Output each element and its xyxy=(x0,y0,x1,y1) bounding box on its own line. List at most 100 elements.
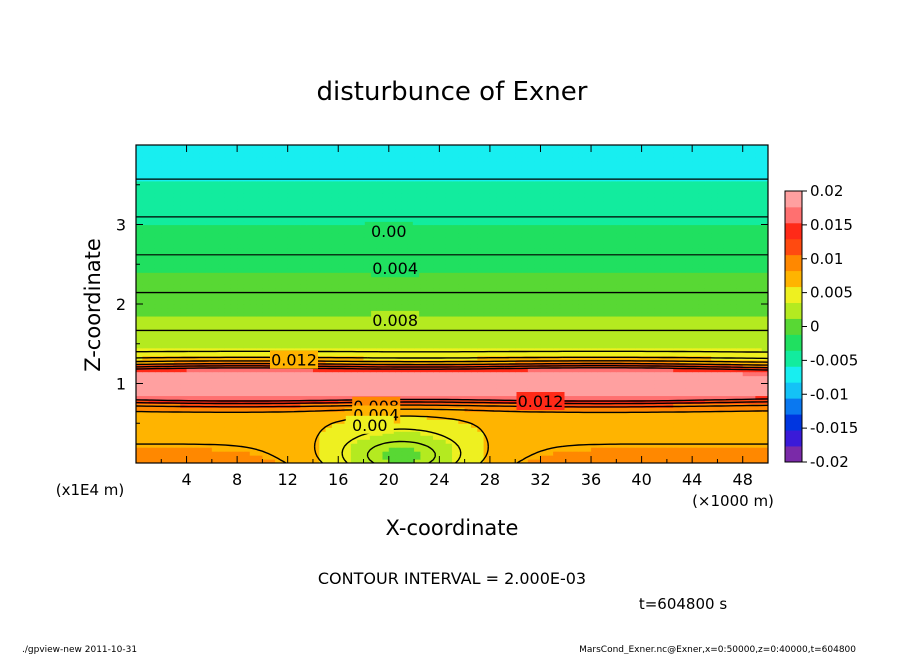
field-cell xyxy=(433,439,440,444)
field-cell xyxy=(534,268,542,273)
field-cell xyxy=(262,387,270,393)
field-cell xyxy=(319,455,327,460)
field-cell xyxy=(237,383,245,389)
field-cell xyxy=(325,447,333,452)
field-cell xyxy=(692,415,700,420)
field-cell xyxy=(559,351,567,357)
field-cell xyxy=(736,272,744,277)
field-cell xyxy=(445,307,453,313)
field-cell xyxy=(730,351,737,357)
field-cell xyxy=(281,439,289,444)
field-cell xyxy=(205,383,213,389)
field-cell xyxy=(458,323,466,329)
field-cell xyxy=(761,379,768,385)
field-cell xyxy=(565,383,573,389)
field-cell xyxy=(154,415,162,420)
field-cell xyxy=(205,387,213,393)
field-cell xyxy=(173,375,181,381)
field-cell xyxy=(477,264,485,269)
field-cell xyxy=(167,411,175,416)
field-cell xyxy=(730,455,737,460)
field-cell xyxy=(736,391,744,397)
field-cell xyxy=(603,431,611,436)
field-cell xyxy=(597,276,605,281)
field-cell xyxy=(388,351,396,357)
field-cell xyxy=(534,411,542,416)
field-cell xyxy=(300,264,308,269)
field-cell xyxy=(736,439,744,444)
field-cell xyxy=(717,423,725,428)
field-cell xyxy=(218,383,226,389)
field-cell xyxy=(180,395,188,401)
field-cell xyxy=(161,288,169,293)
field-cell xyxy=(268,292,276,297)
field-cell xyxy=(673,439,681,444)
field-cell xyxy=(452,451,459,456)
field-cell xyxy=(660,387,668,393)
field-cell xyxy=(211,315,219,321)
field-cell xyxy=(584,335,592,341)
field-cell xyxy=(395,276,403,281)
field-cell xyxy=(173,415,181,420)
field-cell xyxy=(521,276,529,281)
field-cell xyxy=(344,447,352,452)
field-cell xyxy=(338,459,346,463)
field-cell xyxy=(477,383,485,389)
field-cell xyxy=(224,379,232,385)
field-cell xyxy=(445,323,453,329)
field-cell xyxy=(553,375,561,381)
field-cell xyxy=(565,407,573,412)
field-cell xyxy=(483,427,491,432)
field-cell xyxy=(452,304,459,309)
field-cell xyxy=(546,339,554,345)
field-cell xyxy=(521,284,529,289)
field-cell xyxy=(243,315,251,321)
field-cell xyxy=(433,323,440,329)
field-cell xyxy=(262,304,270,309)
field-cell xyxy=(641,407,649,412)
field-cell xyxy=(414,331,421,337)
field-cell xyxy=(647,419,655,424)
field-cell xyxy=(755,272,763,277)
field-cell xyxy=(666,347,674,353)
field-cell xyxy=(262,411,270,416)
field-cell xyxy=(306,447,314,452)
field-cell xyxy=(300,292,308,297)
field-cell xyxy=(281,304,289,309)
field-cell xyxy=(616,431,624,436)
field-cell xyxy=(287,443,295,448)
field-cell xyxy=(161,443,169,448)
field-cell xyxy=(211,335,219,341)
field-cell xyxy=(464,272,472,277)
field-cell xyxy=(363,292,371,297)
field-cell xyxy=(376,439,384,444)
field-cell xyxy=(591,451,598,456)
field-cell xyxy=(401,300,409,305)
field-cell xyxy=(692,371,700,377)
field-cell xyxy=(673,399,681,404)
field-cell xyxy=(452,375,459,381)
field-cell xyxy=(331,371,339,377)
field-cell xyxy=(142,387,150,393)
field-cell xyxy=(433,443,440,448)
field-cell xyxy=(755,371,763,377)
field-cell xyxy=(395,435,403,440)
field-cell xyxy=(439,391,447,397)
field-cell xyxy=(388,455,396,460)
field-cell xyxy=(173,455,181,460)
field-cell xyxy=(426,264,434,269)
field-cell xyxy=(319,387,327,393)
field-cell xyxy=(281,427,289,432)
field-cell xyxy=(186,276,194,281)
field-cell xyxy=(148,451,156,456)
field-cell xyxy=(742,407,750,412)
field-cell xyxy=(597,307,605,313)
field-cell xyxy=(331,395,339,401)
field-cell xyxy=(319,335,327,341)
field-cell xyxy=(357,307,365,313)
field-cell xyxy=(470,331,478,337)
field-cell xyxy=(635,403,643,408)
field-cell xyxy=(199,300,207,305)
field-cell xyxy=(249,296,257,301)
field-cell xyxy=(319,399,327,404)
